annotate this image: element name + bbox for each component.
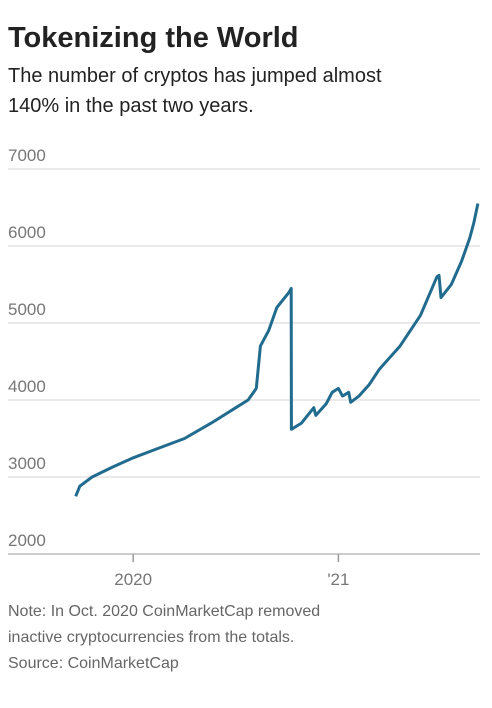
y-tick-label: 7000 [8, 146, 46, 165]
y-tick-label: 4000 [8, 377, 46, 396]
note: inactive cryptocurrencies from the total… [8, 629, 294, 646]
subtitle: 140% in the past two years. [8, 95, 254, 117]
y-tick-label: 5000 [8, 300, 46, 319]
x-tick-label: '21 [327, 570, 349, 589]
note: Note: In Oct. 2020 CoinMarketCap removed [8, 603, 320, 620]
y-tick-label: 3000 [8, 454, 46, 473]
data-line [74, 203, 480, 497]
y-tick-label: 6000 [8, 223, 46, 242]
y-tick-label: 2000 [8, 531, 46, 550]
source: Source: CoinMarketCap [8, 655, 179, 672]
x-tick-label: 2020 [114, 570, 152, 589]
subtitle: The number of cryptos has jumped almost [8, 65, 382, 87]
chart-title: Tokenizing the World [8, 22, 299, 54]
